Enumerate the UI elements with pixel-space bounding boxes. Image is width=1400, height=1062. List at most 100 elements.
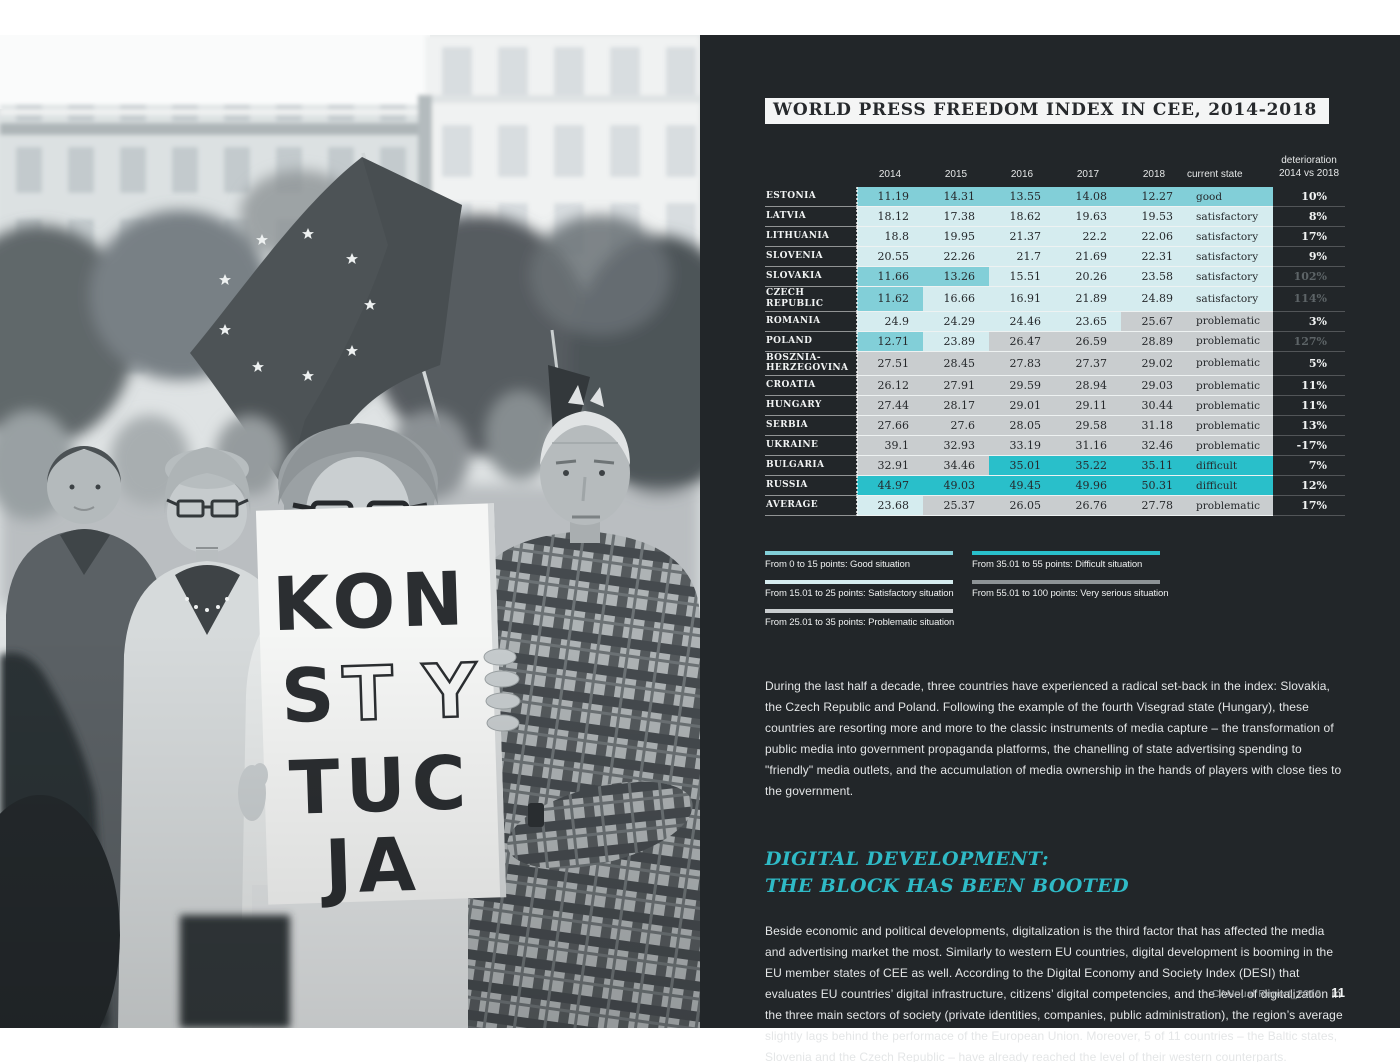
value-cell: 31.18 (1121, 415, 1187, 437)
value-cell: 16.66 (923, 286, 989, 312)
legend-color-bar (972, 580, 1160, 585)
content-panel: WORLD PRESS FREEDOM INDEX IN CEE, 2014-2… (700, 35, 1400, 1062)
country-cell: CROATIA (765, 375, 858, 397)
value-cell: 32.93 (923, 435, 989, 457)
country-cell: UKRAINE (765, 435, 858, 457)
protest-photo: KON S TY TUC JA (0, 35, 700, 1028)
table-row: HUNGARY 27.44 28.17 29.01 29.11 30.44 problema… (765, 395, 1345, 417)
country-cell: ESTONIA (765, 187, 858, 207)
value-cell: 18.12 (857, 206, 923, 227)
deterioration-cell: 17% (1273, 226, 1345, 247)
deterioration-cell: 5% (1273, 351, 1345, 377)
value-cell: 28.45 (923, 351, 989, 377)
value-cell: 15.51 (989, 266, 1055, 287)
value-cell: 49.96 (1055, 475, 1121, 497)
deterioration-cell: 12% (1273, 475, 1345, 497)
value-cell: 25.37 (923, 495, 989, 517)
score-legend: From 0 to 15 points: Good situation From … (765, 551, 1345, 638)
paragraph-2: Beside economic and political developmen… (765, 924, 1343, 1062)
legend-label: From 15.01 to 25 points: Satisfactory si… (765, 588, 954, 600)
country-cell: LITHUANIA (765, 226, 858, 247)
value-cell: 24.46 (989, 311, 1055, 332)
current-state-cell: difficult (1187, 455, 1273, 477)
current-state-cell: satisfactory (1187, 206, 1273, 227)
value-cell: 49.03 (923, 475, 989, 497)
deterioration-cell: 102% (1273, 266, 1345, 287)
value-cell: 14.31 (923, 187, 989, 207)
value-cell: 13.55 (989, 187, 1055, 207)
current-state-cell: problematic (1187, 375, 1273, 397)
value-cell: 26.05 (989, 495, 1055, 517)
value-cell: 22.2 (1055, 226, 1121, 247)
current-state-cell: problematic (1187, 495, 1273, 517)
value-cell: 29.03 (1121, 375, 1187, 397)
value-cell: 28.05 (989, 415, 1055, 437)
column-header: 2015 (944, 169, 968, 180)
table-row: POLAND 12.71 23.89 26.47 26.59 28.89 problemat… (765, 331, 1345, 352)
value-cell: 23.89 (923, 331, 989, 352)
value-cell: 21.7 (989, 246, 1055, 267)
country-cell: SLOVENIA (765, 246, 858, 267)
value-cell: 23.65 (1055, 311, 1121, 332)
page-number: 11 (1331, 985, 1345, 1000)
value-cell: 19.63 (1055, 206, 1121, 227)
value-cell: 25.67 (1121, 311, 1187, 332)
value-cell: 49.45 (989, 475, 1055, 497)
section-heading-line-2: THE BLOCK HAS BEEN BOOTED (765, 874, 1130, 897)
value-cell: 27.44 (857, 395, 923, 417)
legend-label: From 0 to 15 points: Good situation (765, 559, 910, 571)
value-cell: 27.78 (1121, 495, 1187, 517)
table-row: BULGARIA 32.91 34.46 35.01 35.22 35.11 difficu… (765, 455, 1345, 477)
current-state-cell: difficult (1187, 475, 1273, 497)
page-content-band: KON S TY TUC JA (0, 35, 1400, 1062)
paragraph-1: During the last half a decade, three cou… (765, 679, 1342, 799)
current-state-cell: satisfactory (1187, 246, 1273, 267)
country-cell: RUSSIA (765, 475, 858, 497)
deterioration-cell: 10% (1273, 187, 1345, 207)
value-cell: 29.02 (1121, 351, 1187, 377)
table-row: LITHUANIA 18.8 19.95 21.37 22.2 22.06 satisfac… (765, 226, 1345, 247)
table-row: SLOVAKIA 11.66 13.26 15.51 20.26 23.58 satisfa… (765, 266, 1345, 287)
legend-item: From 0 to 15 points: Good situation (765, 551, 972, 570)
value-cell: 12.71 (857, 331, 923, 352)
value-cell: 32.91 (857, 455, 923, 477)
value-cell: 50.31 (1121, 475, 1187, 497)
report-name: CANnual Report_2019 (1211, 988, 1322, 1000)
column-header: 2017 (1076, 169, 1100, 180)
legend-color-bar (765, 551, 953, 556)
legend-right-column: From 35.01 to 55 points: Difficult situa… (972, 551, 1345, 638)
table-row: ROMANIA 24.9 24.29 24.46 23.65 25.67 problemat… (765, 311, 1345, 332)
page-footer: CANnual Report_2019 11 (1212, 985, 1345, 1000)
table-row: LATVIA 18.12 17.38 18.62 19.63 19.53 satisfact… (765, 206, 1345, 227)
table-row: SERBIA 27.66 27.6 28.05 29.58 31.18 problemati… (765, 415, 1345, 437)
value-cell: 11.66 (857, 266, 923, 287)
country-cell: LATVIA (765, 206, 858, 227)
legend-item: From 15.01 to 25 points: Satisfactory si… (765, 580, 972, 599)
value-cell: 21.69 (1055, 246, 1121, 267)
value-cell: 20.26 (1055, 266, 1121, 287)
current-state-cell: problematic (1187, 415, 1273, 437)
current-state-cell: problematic (1187, 351, 1273, 377)
value-cell: 27.83 (989, 351, 1055, 377)
photo-vignette (0, 35, 700, 1028)
value-cell: 22.26 (923, 246, 989, 267)
value-cell: 21.89 (1055, 286, 1121, 312)
value-cell: 26.47 (989, 331, 1055, 352)
column-header: 2014 (878, 169, 902, 180)
current-state-cell: problematic (1187, 395, 1273, 417)
value-cell: 35.22 (1055, 455, 1121, 477)
country-cell: AVERAGE (765, 495, 858, 517)
deterioration-cell: 114% (1273, 286, 1345, 312)
column-header: current state (1187, 169, 1243, 180)
table-row: UKRAINE 39.1 32.93 33.19 31.16 32.46 problemat… (765, 435, 1345, 457)
column-header: 2018 (1142, 169, 1166, 180)
value-cell: 29.59 (989, 375, 1055, 397)
country-cell: POLAND (765, 331, 858, 352)
deterioration-cell: 17% (1273, 495, 1345, 517)
legend-item: From 25.01 to 35 points: Problematic sit… (765, 609, 972, 628)
value-cell: 28.94 (1055, 375, 1121, 397)
value-cell: 22.06 (1121, 226, 1187, 247)
value-cell: 21.37 (989, 226, 1055, 247)
protest-photo-svg: KON S TY TUC JA (0, 35, 700, 1028)
